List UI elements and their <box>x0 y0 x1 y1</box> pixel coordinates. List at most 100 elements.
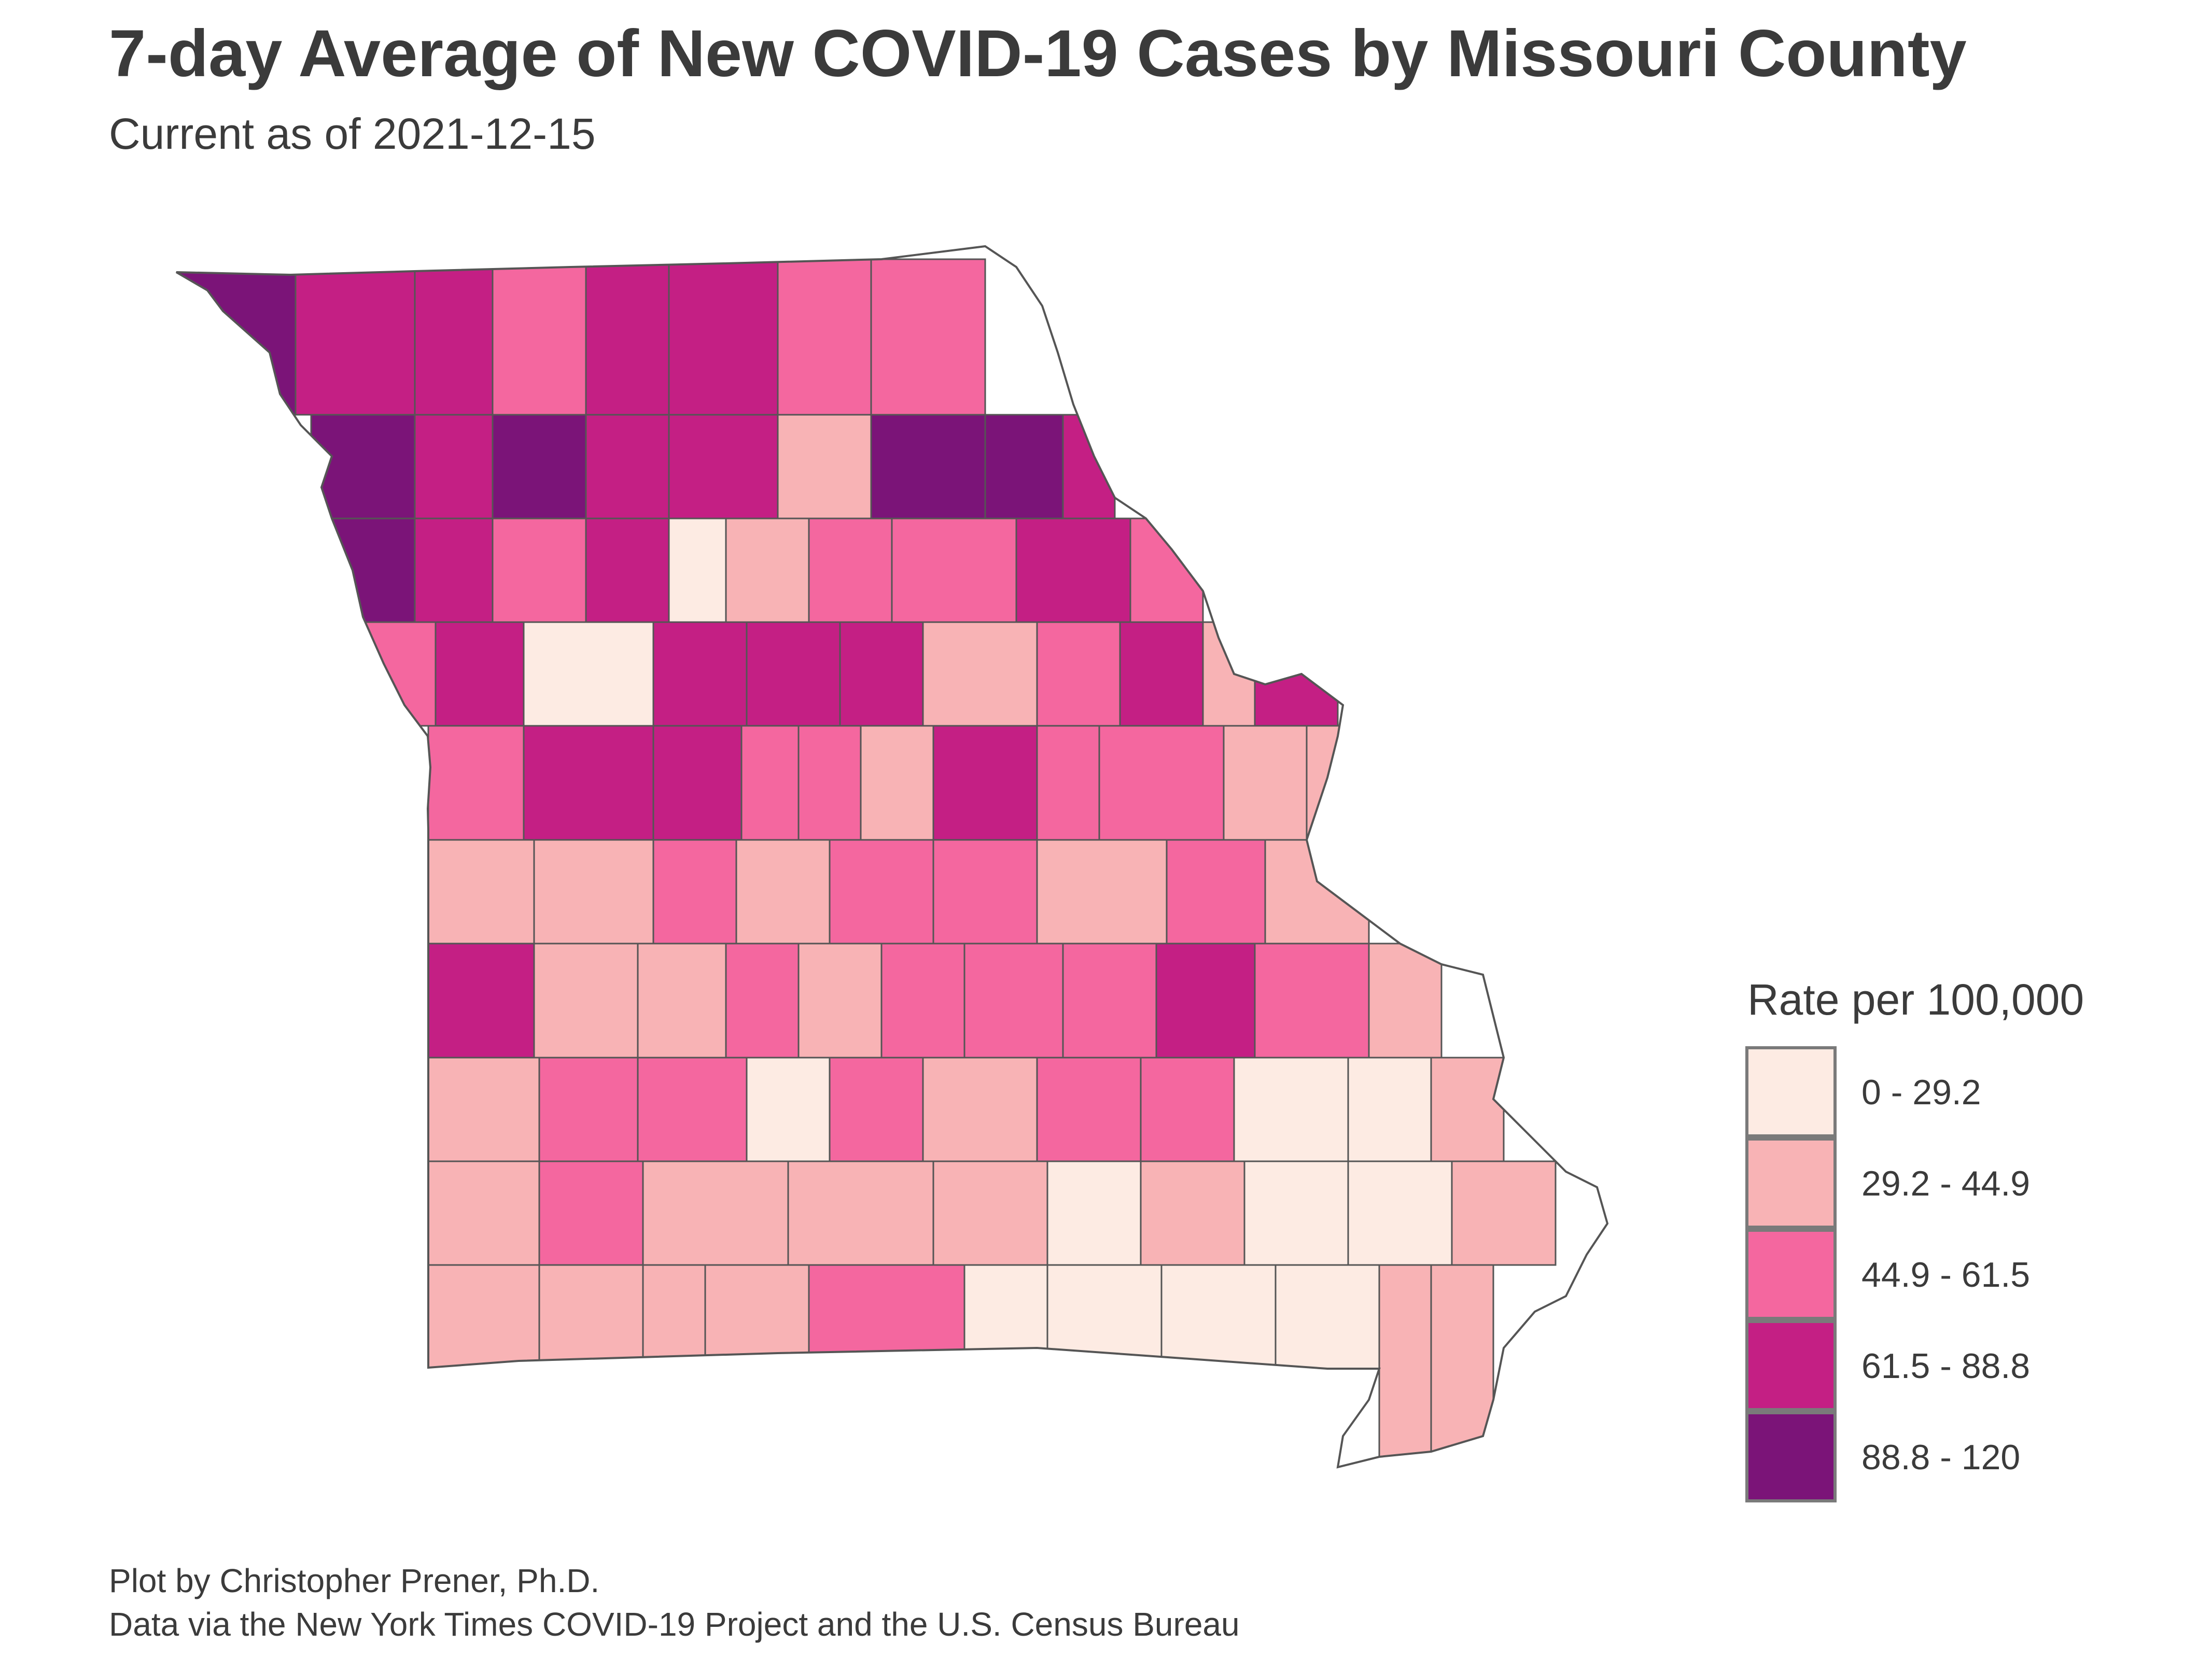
county-8-4 <box>932 1160 1048 1266</box>
county-7-1 <box>538 1057 639 1162</box>
county-5-7 <box>1166 839 1266 945</box>
county-4-0 <box>427 725 525 841</box>
county-2-5 <box>725 517 810 623</box>
county-3-5 <box>839 621 924 727</box>
county-layer <box>176 258 1557 1467</box>
county-7-3 <box>746 1057 831 1162</box>
county-1-3 <box>585 414 670 519</box>
county-6-2 <box>637 943 727 1059</box>
county-3-1 <box>435 621 525 727</box>
county-6-9 <box>1254 943 1370 1059</box>
county-8-9 <box>1451 1160 1557 1266</box>
county-6-10 <box>1368 943 1443 1059</box>
county-3-8 <box>1119 621 1204 727</box>
legend-key-4 <box>1745 1411 1837 1502</box>
legend-label-4: 88.8 - 120 <box>1861 1438 2021 1477</box>
legend-key-1 <box>1745 1137 1837 1229</box>
county-6-6 <box>963 943 1064 1059</box>
county-2-6 <box>808 517 893 623</box>
county-6-0 <box>427 943 535 1059</box>
county-4-7 <box>1036 725 1100 841</box>
county-5-8 <box>1264 839 1370 945</box>
county-2-8 <box>1015 517 1131 623</box>
county-9-5 <box>963 1264 1048 1370</box>
county-1-6 <box>870 414 986 519</box>
county-2-0 <box>320 517 416 623</box>
county-7-10 <box>1430 1057 1505 1162</box>
county-8-0 <box>427 1160 540 1266</box>
county-9-7 <box>1160 1264 1277 1370</box>
county-0-3 <box>492 258 587 416</box>
county-6-3 <box>725 943 800 1059</box>
county-7-8 <box>1233 1057 1349 1162</box>
county-1-1 <box>414 414 494 519</box>
legend-label-3: 61.5 - 88.8 <box>1861 1346 2031 1386</box>
county-1-5 <box>777 414 872 519</box>
county-6-7 <box>1062 943 1157 1059</box>
county-5-5 <box>932 839 1038 945</box>
county-7-9 <box>1347 1057 1432 1162</box>
county-1-8 <box>1062 414 1116 519</box>
county-7-4 <box>829 1057 924 1162</box>
county-0-6 <box>777 258 872 416</box>
county-0-4 <box>585 258 670 416</box>
county-1-7 <box>984 414 1064 519</box>
county-4-9 <box>1223 725 1308 841</box>
county-9-0 <box>427 1264 540 1370</box>
county-0-2 <box>414 258 494 416</box>
legend-label-2: 44.9 - 61.5 <box>1861 1255 2031 1295</box>
county-4-4 <box>797 725 862 841</box>
county-1-4 <box>668 414 779 519</box>
county-3-2 <box>523 621 654 727</box>
county-5-2 <box>652 839 737 945</box>
county-3-3 <box>652 621 748 727</box>
legend-key-2 <box>1745 1229 1837 1320</box>
county-9-8 <box>1275 1264 1380 1370</box>
county-2-3 <box>585 517 670 623</box>
legend-label-0: 0 - 29.2 <box>1861 1073 1981 1112</box>
county-8-5 <box>1046 1160 1142 1266</box>
county-7-6 <box>1036 1057 1142 1162</box>
county-7-7 <box>1140 1057 1235 1162</box>
legend-label-1: 29.2 - 44.9 <box>1861 1164 2031 1203</box>
county-8-8 <box>1347 1160 1453 1266</box>
county-4-3 <box>740 725 800 841</box>
county-2-7 <box>891 517 1017 623</box>
county-9-4 <box>808 1264 965 1370</box>
county-3-9 <box>1202 621 1256 727</box>
county-7-5 <box>922 1057 1038 1162</box>
county-3-0 <box>362 621 437 727</box>
legend-key-0 <box>1745 1046 1837 1137</box>
county-9-2 <box>642 1264 706 1370</box>
county-2-9 <box>1129 517 1204 623</box>
county-4-1 <box>523 725 654 841</box>
county-4-6 <box>932 725 1038 841</box>
county-5-4 <box>829 839 934 945</box>
chart-subtitle: Current as of 2021-12-15 <box>109 109 596 158</box>
legend-title: Rate per 100,000 <box>1747 975 2084 1024</box>
caption-source: Data via the New York Times COVID-19 Pro… <box>109 1606 1240 1643</box>
county-9-1 <box>538 1264 644 1370</box>
county-2-2 <box>492 517 587 623</box>
county-8-3 <box>787 1160 934 1266</box>
county-3-10 <box>1254 621 1339 727</box>
county-5-3 <box>735 839 831 945</box>
county-4-5 <box>860 725 934 841</box>
county-3-7 <box>1036 621 1121 727</box>
county-8-1 <box>538 1160 644 1266</box>
county-7-2 <box>637 1057 748 1162</box>
county-7-0 <box>427 1057 540 1162</box>
county-1-2 <box>492 414 587 519</box>
county-4-2 <box>652 725 743 841</box>
county-6-4 <box>797 943 883 1059</box>
county-8-6 <box>1140 1160 1245 1266</box>
county-6-8 <box>1155 943 1256 1059</box>
county-6-5 <box>880 943 965 1059</box>
county-10-0 <box>1378 1264 1432 1467</box>
county-6-1 <box>533 943 639 1059</box>
county-5-1 <box>533 839 654 945</box>
county-0-7 <box>870 258 986 416</box>
county-5-6 <box>1036 839 1168 945</box>
county-3-4 <box>746 621 841 727</box>
